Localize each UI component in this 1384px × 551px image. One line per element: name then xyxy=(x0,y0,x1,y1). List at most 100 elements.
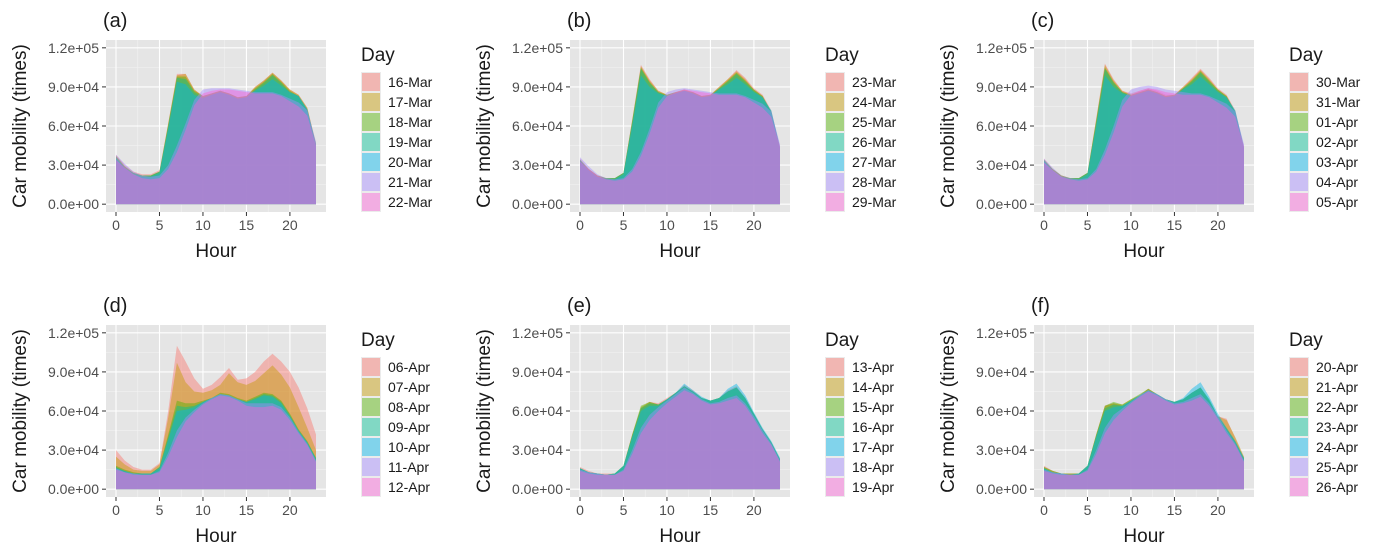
area-series-14-Apr xyxy=(580,386,780,490)
legend-key-background xyxy=(825,377,845,397)
legend-key-swatch xyxy=(362,133,380,151)
y-axis-title: Car mobility (times) xyxy=(474,329,495,493)
legend-title: Day xyxy=(825,330,859,351)
x-tick-label: 0 xyxy=(1040,502,1048,518)
legend-key-swatch xyxy=(362,358,380,376)
x-axis-title: Hour xyxy=(659,241,701,262)
area-series-28-Mar xyxy=(580,88,780,205)
x-tick-label: 10 xyxy=(1123,217,1139,233)
legend-key-background xyxy=(1289,92,1309,112)
legend-key-swatch xyxy=(362,153,380,171)
area-series-04-Apr xyxy=(1044,85,1244,205)
panel-label: (f) xyxy=(1031,295,1050,317)
legend-key-swatch xyxy=(1290,73,1308,91)
legend-key-background xyxy=(361,357,381,377)
legend-key-background xyxy=(825,172,845,192)
area-series-30-Mar xyxy=(1044,63,1244,205)
y-tick-label: 0.0e+00 xyxy=(976,481,1027,497)
x-tick-label: 0 xyxy=(1040,217,1048,233)
area-series-25-Apr xyxy=(1044,390,1244,490)
legend-key-swatch xyxy=(362,398,380,416)
legend-key-background xyxy=(361,92,381,112)
area-series-20-Apr xyxy=(1044,387,1244,490)
area-series-02-Apr xyxy=(1044,68,1244,205)
y-tick-label: 1.2e+05 xyxy=(48,40,99,56)
legend-key-swatch xyxy=(826,378,844,396)
panel-label: (b) xyxy=(567,10,591,32)
area-series-26-Mar xyxy=(580,68,780,205)
legend-key-background xyxy=(361,437,381,457)
legend-key-background xyxy=(825,152,845,172)
legend-key-background xyxy=(361,377,381,397)
x-axis-title: Hour xyxy=(659,526,701,547)
area-series-11-Apr xyxy=(116,394,316,490)
legend-title: Day xyxy=(1289,45,1323,66)
area-series-25-Mar xyxy=(580,67,780,205)
y-tick-label: 0.0e+00 xyxy=(48,196,99,212)
legend-label: 19-Apr xyxy=(852,479,894,495)
area-series-01-Apr xyxy=(1044,67,1244,205)
legend-key-background xyxy=(1289,192,1309,212)
x-tick-label: 20 xyxy=(746,502,762,518)
chart-panel: 0 5 10 15 20 0.0e+00 3.0e+04 6.0e+04 9.0e+04 1.2e… xyxy=(474,295,894,547)
x-tick-label: 10 xyxy=(1123,502,1139,518)
legend-key-background xyxy=(1289,477,1309,497)
legend-key-background xyxy=(825,397,845,417)
legend-label: 05-Apr xyxy=(1316,194,1358,210)
x-tick-label: 20 xyxy=(1210,502,1226,518)
area-series-18-Mar xyxy=(116,73,316,205)
x-tick-label: 5 xyxy=(156,502,164,518)
legend-key-background xyxy=(1289,377,1309,397)
area-series-12-Apr xyxy=(116,395,316,490)
legend-key-swatch xyxy=(826,398,844,416)
x-tick-label: 20 xyxy=(282,502,298,518)
x-tick-label: 0 xyxy=(112,217,120,233)
y-tick-label: 3.0e+04 xyxy=(976,157,1027,173)
x-axis-title: Hour xyxy=(195,241,237,262)
legend-label: 12-Apr xyxy=(388,479,430,495)
area-series-24-Mar xyxy=(580,66,780,205)
legend-key-background xyxy=(361,72,381,92)
chart-panel: 0 5 10 15 20 0.0e+00 3.0e+04 6.0e+04 9.0e+04 1.2e… xyxy=(10,10,433,262)
legend-label: 03-Apr xyxy=(1316,154,1358,170)
y-axis-title: Car mobility (times) xyxy=(10,44,31,208)
area-series-29-Mar xyxy=(580,89,780,205)
y-tick-label: 0.0e+00 xyxy=(976,196,1027,212)
x-tick-label: 5 xyxy=(620,217,628,233)
legend-label: 09-Apr xyxy=(388,419,430,435)
legend-key-swatch xyxy=(826,438,844,456)
panel-label: (c) xyxy=(1031,10,1054,32)
legend-key-background xyxy=(361,192,381,212)
y-tick-label: 6.0e+04 xyxy=(976,403,1027,419)
x-tick-label: 10 xyxy=(659,217,675,233)
legend-key-swatch xyxy=(826,73,844,91)
legend-key-swatch xyxy=(362,193,380,211)
legend-label: 26-Apr xyxy=(1316,479,1358,495)
y-tick-label: 9.0e+04 xyxy=(976,364,1027,380)
legend-label: 17-Apr xyxy=(852,439,894,455)
legend-key-background xyxy=(1289,457,1309,477)
legend-key-background xyxy=(361,477,381,497)
area-series-07-Apr xyxy=(116,362,316,490)
x-tick-label: 15 xyxy=(239,217,255,233)
legend-key-background xyxy=(825,417,845,437)
legend-label: 11-Apr xyxy=(388,459,429,475)
area-series-19-Apr xyxy=(580,390,780,490)
x-axis-title: Hour xyxy=(195,526,237,547)
area-series-19-Mar xyxy=(116,75,316,205)
legend-label: 23-Mar xyxy=(852,74,897,90)
area-series-22-Mar xyxy=(116,89,316,205)
y-tick-label: 6.0e+04 xyxy=(976,118,1027,134)
legend-key-background xyxy=(361,132,381,152)
legend-key-background xyxy=(361,112,381,132)
x-tick-label: 0 xyxy=(112,502,120,518)
legend-label: 18-Apr xyxy=(852,459,894,475)
y-tick-label: 6.0e+04 xyxy=(512,118,563,134)
legend-label: 31-Mar xyxy=(1316,94,1361,110)
x-tick-label: 5 xyxy=(1084,217,1092,233)
y-tick-label: 3.0e+04 xyxy=(512,157,563,173)
legend-label: 20-Mar xyxy=(388,154,433,170)
area-series-13-Apr xyxy=(580,384,780,490)
legend-key-background xyxy=(825,72,845,92)
